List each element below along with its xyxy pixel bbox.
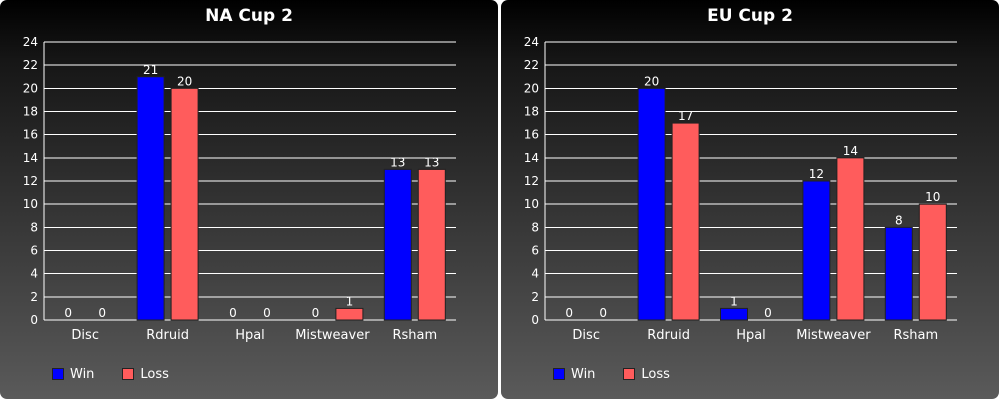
data-label: 0 <box>263 306 271 320</box>
data-label: 0 <box>599 306 607 320</box>
bar-win[interactable] <box>637 87 666 321</box>
y-tick-label: 6 <box>30 244 38 258</box>
y-tick-label: 0 <box>531 313 539 327</box>
data-label: 0 <box>64 306 72 320</box>
x-tick-label: Rdruid <box>647 328 690 343</box>
y-tick-label: 24 <box>524 35 539 49</box>
chart-legend: Win Loss <box>52 366 197 382</box>
legend-label-win: Win <box>70 366 95 382</box>
y-tick-label: 22 <box>524 58 539 72</box>
data-label: 0 <box>312 306 320 320</box>
legend-swatch-win <box>52 368 64 380</box>
chart-title: NA Cup 2 <box>205 6 293 26</box>
y-tick-label: 10 <box>23 197 38 211</box>
data-label: 1 <box>346 294 354 308</box>
y-tick-label: 14 <box>23 151 38 165</box>
x-tick-label: Rsham <box>893 328 938 343</box>
y-tick-label: 24 <box>23 35 38 49</box>
bar-loss[interactable] <box>417 168 446 321</box>
x-tick-label: Mistweaver <box>796 328 871 343</box>
data-label: 1 <box>730 294 738 308</box>
y-tick-label: 6 <box>531 244 539 258</box>
y-tick-label: 4 <box>30 267 38 281</box>
bar-loss[interactable] <box>918 203 947 321</box>
data-label: 10 <box>925 190 940 204</box>
y-tick-label: 4 <box>531 267 539 281</box>
legend-label-loss: Loss <box>641 366 670 382</box>
legend-swatch-loss <box>122 368 135 380</box>
data-label: 21 <box>143 63 158 77</box>
legend-item-loss[interactable]: Loss <box>122 367 169 382</box>
y-tick-label: 10 <box>524 197 539 211</box>
data-label: 0 <box>98 306 106 320</box>
data-label: 13 <box>424 155 439 169</box>
y-tick-label: 8 <box>30 220 38 234</box>
y-tick-label: 12 <box>23 174 38 188</box>
y-tick-label: 22 <box>23 58 38 72</box>
legend-label-win: Win <box>571 366 596 382</box>
y-tick-label: 16 <box>524 128 539 142</box>
y-tick-label: 2 <box>30 290 38 304</box>
y-tick-label: 12 <box>524 174 539 188</box>
y-tick-label: 0 <box>30 313 38 327</box>
bar-win[interactable] <box>136 76 165 321</box>
x-tick-label: Mistweaver <box>295 328 370 343</box>
bar-win[interactable] <box>802 180 831 321</box>
bar-loss[interactable] <box>170 87 199 321</box>
y-tick-label: 2 <box>531 290 539 304</box>
legend-item-win[interactable]: Win <box>52 367 94 382</box>
y-tick-label: 20 <box>524 81 539 95</box>
legend-swatch-loss <box>623 368 636 380</box>
data-label: 0 <box>229 306 237 320</box>
data-label: 13 <box>390 155 405 169</box>
bar-loss[interactable] <box>671 122 700 321</box>
y-tick-label: 18 <box>524 105 539 119</box>
data-label: 0 <box>565 306 573 320</box>
chart-panel-na: NA Cup 2 0 2 4 6 8 10 12 14 16 18 20 22 24 Disc 0 0 Rdru… <box>0 0 498 399</box>
data-label: 0 <box>764 306 772 320</box>
data-label: 17 <box>678 109 693 123</box>
legend-swatch-win <box>553 368 565 380</box>
chart-legend: Win Loss <box>553 366 698 382</box>
bar-win[interactable] <box>720 307 748 321</box>
x-tick-label: Rdruid <box>146 328 189 343</box>
bar-loss[interactable] <box>335 307 364 321</box>
x-tick-label: Disc <box>572 328 600 343</box>
data-label: 20 <box>177 74 192 88</box>
y-tick-label: 20 <box>23 81 38 95</box>
chart-panel-eu: EU Cup 2 0 2 4 6 8 10 12 14 16 18 20 22 24 Disc 0 0 Rdru… <box>501 0 999 399</box>
y-tick-label: 16 <box>23 128 38 142</box>
bar-win[interactable] <box>884 226 913 321</box>
bar-loss[interactable] <box>836 157 865 321</box>
y-tick-label: 18 <box>23 105 38 119</box>
legend-item-win[interactable]: Win <box>553 367 595 382</box>
chart-title: EU Cup 2 <box>707 6 793 26</box>
legend-item-loss[interactable]: Loss <box>623 367 670 382</box>
x-tick-label: Rsham <box>392 328 437 343</box>
bar-win[interactable] <box>383 168 412 321</box>
x-tick-label: Hpal <box>235 328 265 343</box>
data-label: 20 <box>644 74 659 88</box>
y-tick-label: 14 <box>524 151 539 165</box>
x-tick-label: Hpal <box>736 328 766 343</box>
x-tick-label: Disc <box>71 328 99 343</box>
data-label: 14 <box>843 144 858 158</box>
data-label: 12 <box>809 167 824 181</box>
data-label: 8 <box>895 213 903 227</box>
legend-label-loss: Loss <box>140 366 169 382</box>
y-tick-label: 8 <box>531 220 539 234</box>
